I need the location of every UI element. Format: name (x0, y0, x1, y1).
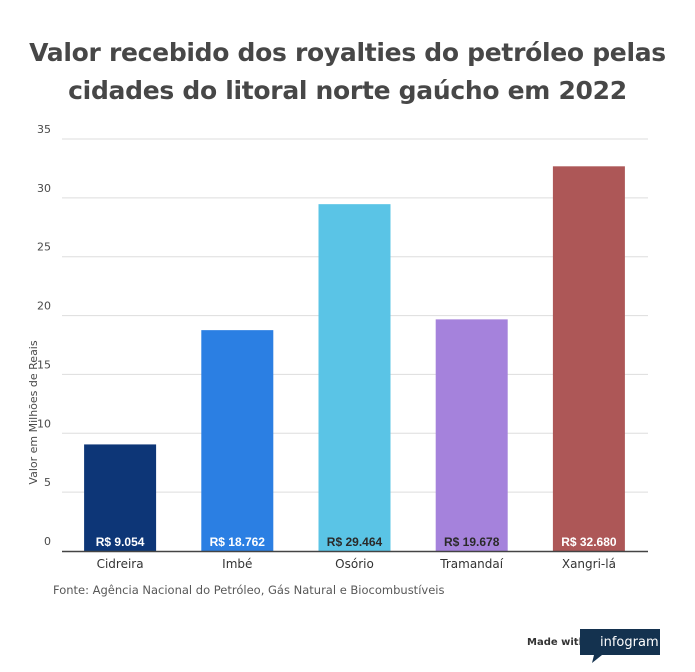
x-tick-label-Cidreira: Cidreira (97, 557, 144, 571)
y-tick-label-20: 20 (37, 300, 51, 313)
infogram-brand[interactable]: infogram (600, 635, 659, 650)
y-tick-label-30: 30 (37, 182, 51, 195)
y-tick-label-15: 15 (37, 358, 51, 371)
y-tick-label-0: 0 (44, 535, 51, 548)
data-label-Tramandaí: R$ 19.678 (444, 535, 500, 549)
chart-title-line-1: Valor recebido dos royalties do petróleo… (29, 38, 666, 67)
x-tick-label-Xangri-lá: Xangri-lá (562, 557, 616, 571)
y-tick-label-25: 25 (37, 241, 51, 254)
data-label-Xangri-lá: R$ 32.680 (561, 535, 617, 549)
x-tick-label-Imbé: Imbé (222, 557, 252, 571)
y-tick-label-35: 35 (37, 123, 51, 136)
bar-Imbé (201, 330, 274, 551)
made-with-label: Made with (527, 637, 586, 648)
y-axis-title: Valor em Milhões de Reais (27, 340, 40, 484)
bar-Cidreira (84, 444, 157, 551)
source-note: Fonte: Agência Nacional do Petróleo, Gás… (53, 583, 445, 597)
y-tick-label-10: 10 (37, 417, 51, 430)
bar-Tramandaí (435, 319, 508, 551)
y-tick-label-5: 5 (44, 476, 51, 489)
chart-title: Valor recebido dos royalties do petróleo… (0, 34, 695, 110)
bar-chart: 0 5 10 15 20 25 30 35 Valor em Milhões de Reais R… (27, 123, 648, 571)
bar-Xangri-lá (552, 166, 625, 552)
bar-Osório (318, 204, 391, 551)
x-tick-label-Tramandaí: Tramandaí (439, 557, 503, 571)
x-tick-label-Osório: Osório (335, 557, 374, 571)
data-label-Cidreira: R$ 9.054 (96, 535, 145, 549)
chart-title-line-2: cidades do litoral norte gaúcho em 2022 (68, 76, 627, 105)
infogram-logo-icon[interactable] (580, 629, 660, 663)
data-label-Imbé: R$ 18.762 (210, 535, 266, 549)
data-label-Osório: R$ 29.464 (327, 535, 383, 549)
